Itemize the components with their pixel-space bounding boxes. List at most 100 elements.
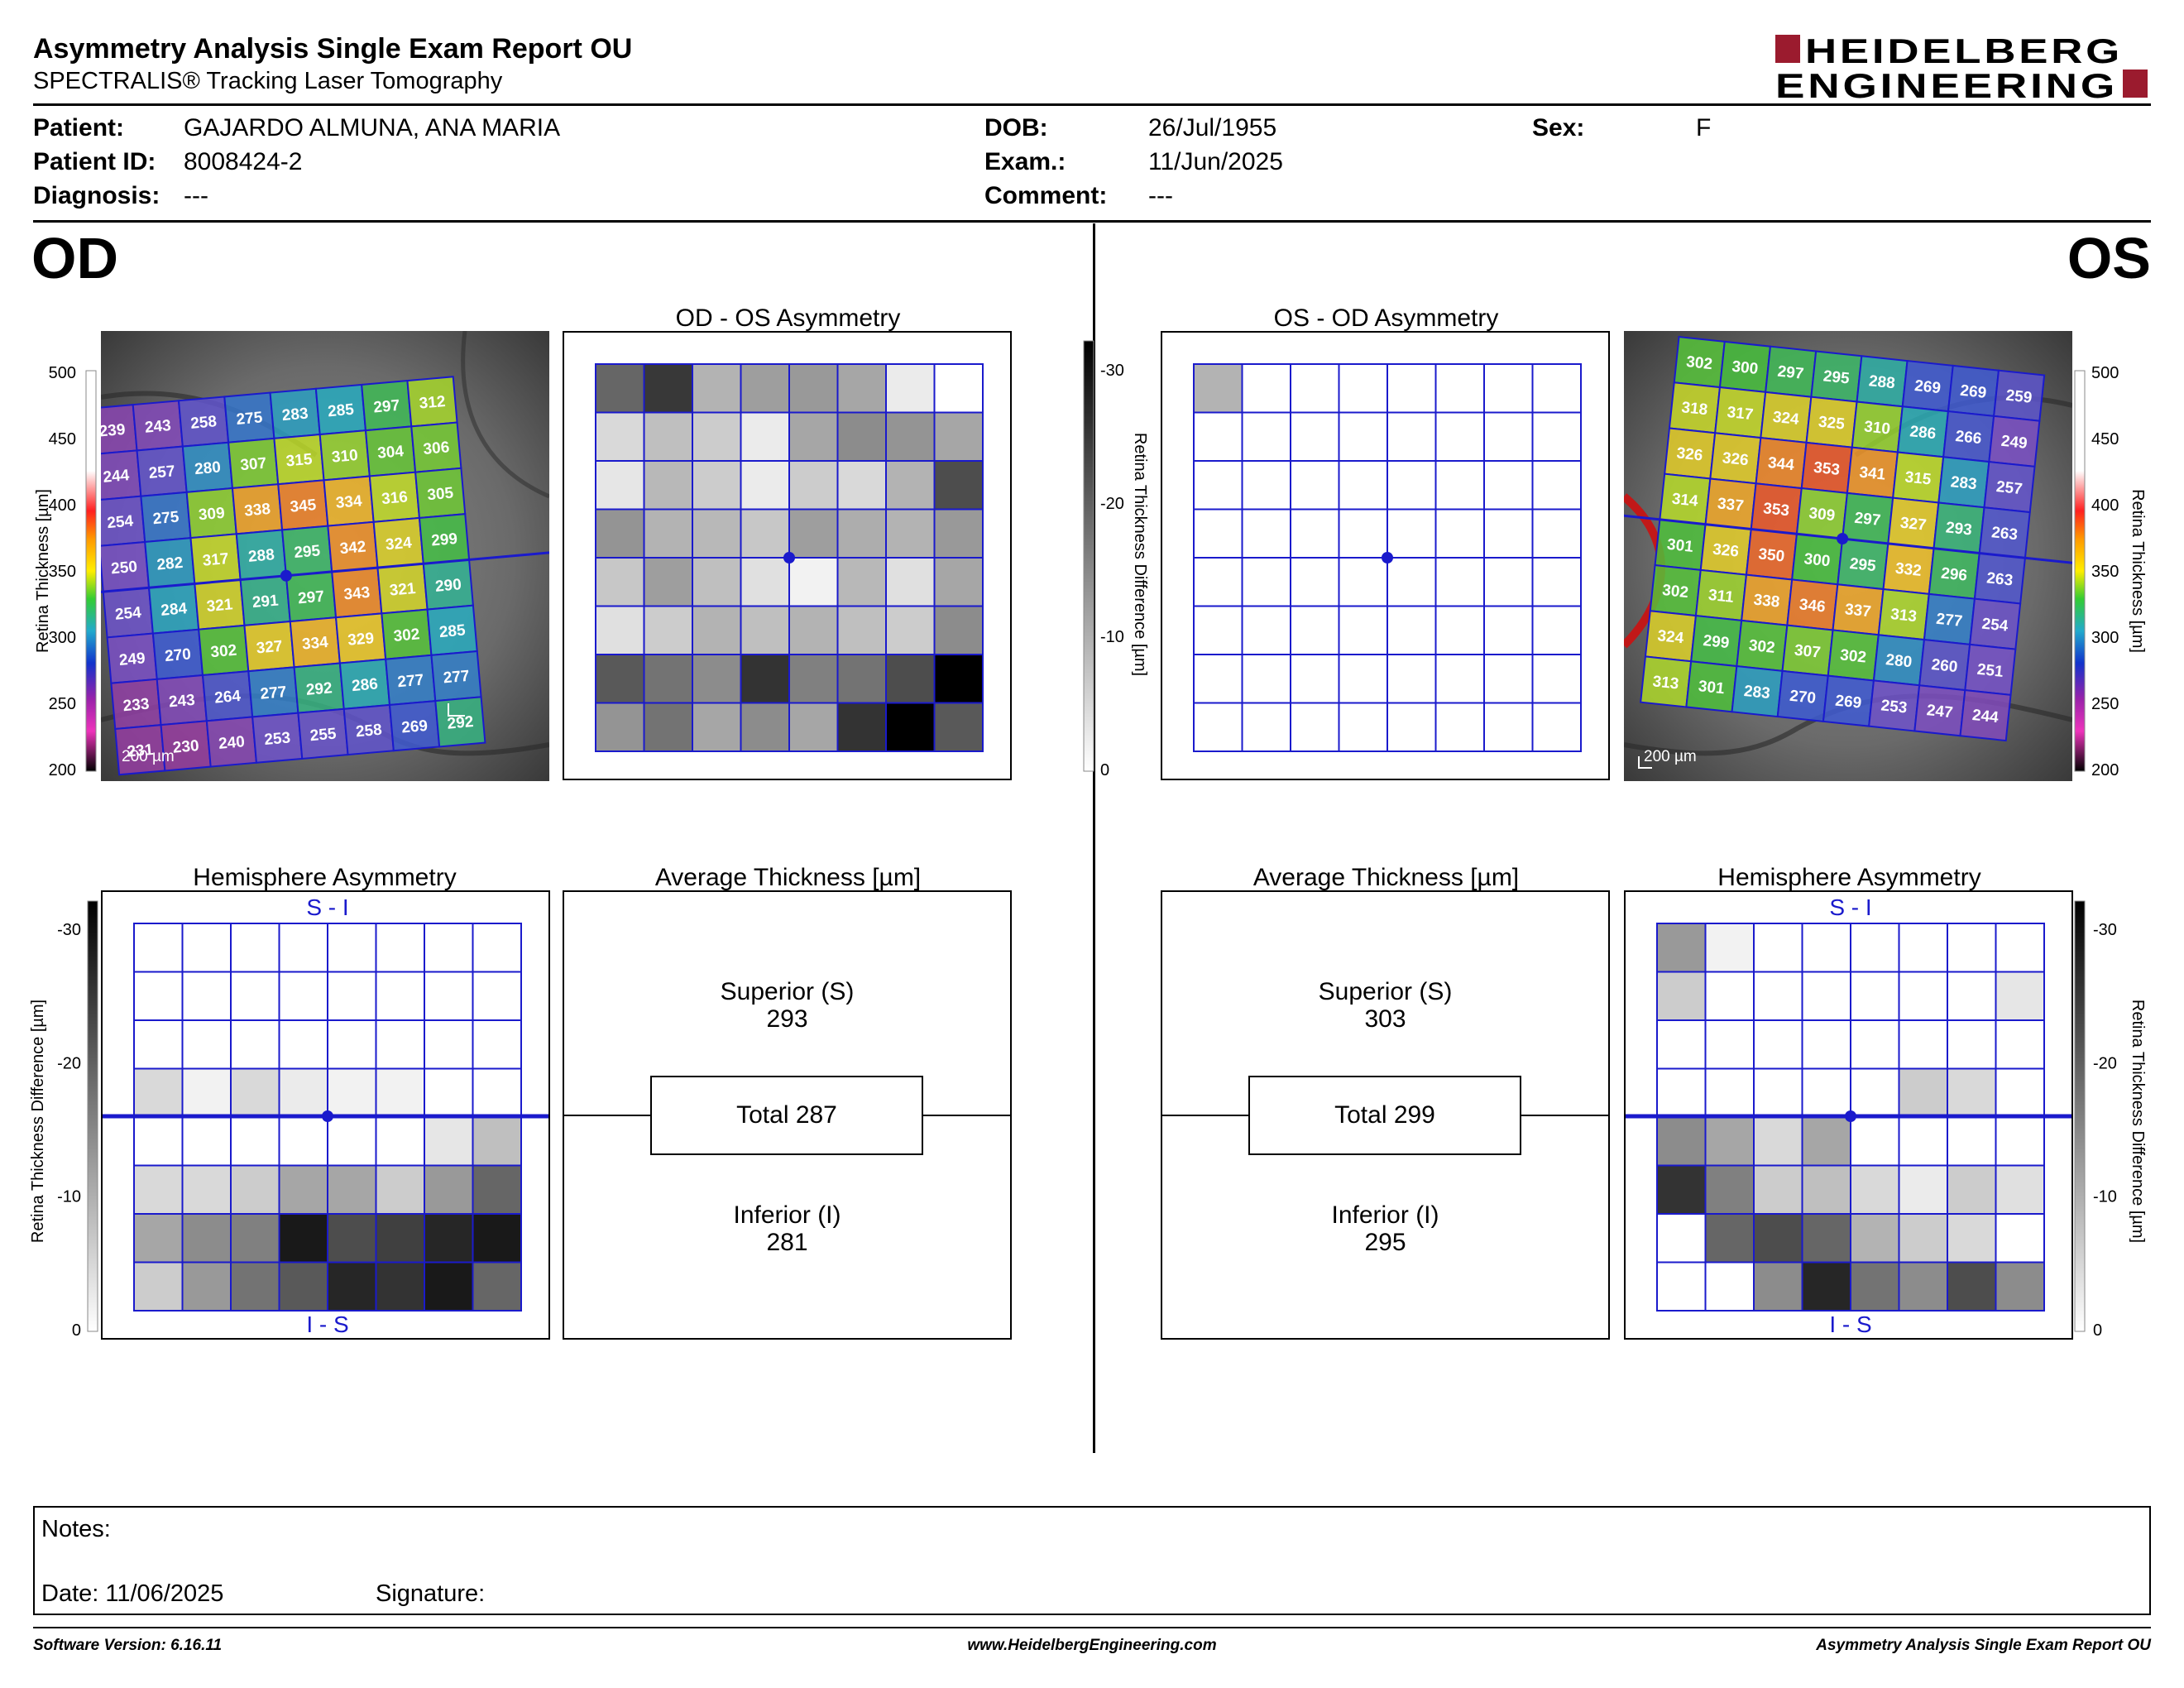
thickness-value: 332 bbox=[1894, 560, 1923, 580]
thickness-value: 270 bbox=[164, 645, 191, 665]
thickness-tick-label: 350 bbox=[2091, 563, 2119, 581]
asymmetry-cell bbox=[1483, 363, 1534, 414]
asymmetry-cell bbox=[1995, 923, 2045, 973]
asymmetry-cell bbox=[1434, 363, 1485, 414]
thickness-value: 285 bbox=[438, 621, 467, 641]
os-asym-panel bbox=[1161, 331, 1610, 780]
thickness-value: 270 bbox=[1789, 688, 1817, 707]
thickness-value: 353 bbox=[1762, 500, 1790, 520]
asymmetry-cell bbox=[595, 508, 645, 559]
asymmetry-cell bbox=[472, 1019, 522, 1070]
os-inferior-label: Inferior (I) bbox=[1331, 1201, 1439, 1229]
asymmetry-cell bbox=[278, 1164, 328, 1215]
header-divider bbox=[33, 103, 2151, 106]
asymmetry-cell bbox=[133, 1019, 184, 1070]
asymmetry-cell bbox=[692, 411, 742, 462]
notes-box[interactable]: Notes: Date: 11/06/2025 Signature: bbox=[33, 1506, 2151, 1615]
thickness-value: 327 bbox=[256, 638, 283, 658]
asymmetry-cell bbox=[692, 508, 742, 559]
thickness-value: 286 bbox=[351, 675, 378, 695]
asymmetry-cell bbox=[472, 923, 522, 973]
asymmetry-cell bbox=[740, 363, 790, 414]
thickness-tick-label: 250 bbox=[49, 695, 76, 713]
asymmetry-cell bbox=[1704, 1164, 1755, 1215]
thickness-value: 299 bbox=[430, 530, 457, 550]
os-superior-value: 303 bbox=[1364, 1005, 1406, 1033]
asymmetry-cell bbox=[278, 1116, 328, 1167]
thickness-value: 342 bbox=[339, 539, 366, 559]
asymmetry-cell bbox=[1801, 923, 1851, 973]
asymmetry-cell bbox=[327, 1019, 377, 1070]
thickness-value: 269 bbox=[400, 717, 428, 737]
asymmetry-cell bbox=[1850, 1164, 1900, 1215]
asymmetry-cell bbox=[1193, 411, 1243, 462]
asymmetry-cell bbox=[1947, 1261, 1997, 1312]
asymmetry-cell bbox=[1338, 605, 1388, 655]
thickness-value: 350 bbox=[1757, 545, 1785, 565]
thickness-value: 282 bbox=[156, 554, 184, 574]
exam-label: Exam.: bbox=[984, 148, 1066, 175]
asymmetry-cell bbox=[1947, 923, 1997, 973]
logo-line1: HEIDELBERG bbox=[1805, 31, 2123, 70]
footer-divider bbox=[33, 1627, 2151, 1628]
asymmetry-cell bbox=[1241, 411, 1291, 462]
asymmetry-cell bbox=[278, 1261, 328, 1312]
asymmetry-cell bbox=[327, 1261, 377, 1312]
od-hemi-panel: S - I I - S bbox=[101, 890, 550, 1340]
thickness-value: 254 bbox=[114, 604, 142, 624]
asymmetry-cell bbox=[1850, 1019, 1900, 1070]
asymmetry-cell bbox=[1704, 1213, 1755, 1264]
asymmetry-cell bbox=[133, 1213, 184, 1264]
thickness-value: 288 bbox=[247, 546, 275, 566]
asymmetry-cell bbox=[230, 1261, 280, 1312]
os-scale-label: 200 µm bbox=[1644, 748, 1697, 765]
thickness-value: 307 bbox=[240, 455, 267, 475]
asymmetry-cell bbox=[181, 923, 232, 973]
asymmetry-cell bbox=[133, 1164, 184, 1215]
thickness-value: 310 bbox=[331, 447, 358, 467]
thickness-value: 346 bbox=[1798, 596, 1827, 616]
thickness-value: 314 bbox=[1671, 491, 1699, 511]
thickness-value: 295 bbox=[1822, 367, 1851, 387]
date-label: Date: 11/06/2025 bbox=[41, 1580, 224, 1607]
center-divider bbox=[1093, 223, 1095, 1453]
asymmetry-cell bbox=[181, 971, 232, 1021]
asymmetry-cell bbox=[278, 923, 328, 973]
asymmetry-cell bbox=[1531, 460, 1582, 511]
thickness-value: 283 bbox=[1743, 683, 1771, 703]
thickness-tick-label: 450 bbox=[49, 430, 76, 448]
comment-value: --- bbox=[1148, 182, 1173, 209]
thickness-value: 231 bbox=[127, 741, 155, 761]
asymmetry-cell bbox=[424, 971, 474, 1021]
thickness-value: 334 bbox=[335, 492, 363, 512]
od-scale-label: 200 µm bbox=[122, 748, 175, 765]
asymmetry-cell bbox=[836, 508, 887, 559]
difference-tick-label: -30 bbox=[2093, 921, 2117, 939]
asymmetry-cell bbox=[424, 1116, 474, 1167]
thickness-tick-label: 400 bbox=[49, 496, 76, 515]
asymmetry-cell bbox=[1193, 702, 1243, 752]
asymmetry-cell bbox=[643, 460, 693, 511]
thickness-value: 312 bbox=[419, 393, 446, 413]
asymmetry-cell bbox=[1801, 1261, 1851, 1312]
difference-tick-label: 0 bbox=[2093, 1321, 2102, 1340]
asymmetry-cell bbox=[1434, 411, 1485, 462]
asymmetry-cell bbox=[595, 702, 645, 752]
asymmetry-cell bbox=[1241, 557, 1291, 607]
thickness-tick-label: 200 bbox=[49, 761, 76, 778]
thickness-value: 327 bbox=[1899, 515, 1928, 535]
asymmetry-cell bbox=[885, 605, 936, 655]
diagnosis-label: Diagnosis: bbox=[33, 182, 160, 209]
asymmetry-cell bbox=[181, 1213, 232, 1264]
asymmetry-cell bbox=[1531, 363, 1582, 414]
footer-website[interactable]: www.HeidelbergEngineering.com bbox=[967, 1637, 1217, 1654]
od-hemi-bottom-label: I - S bbox=[306, 1312, 348, 1337]
thickness-value: 326 bbox=[1722, 449, 1750, 469]
asymmetry-cell bbox=[1241, 654, 1291, 704]
os-inferior-value: 295 bbox=[1364, 1229, 1406, 1256]
thickness-value: 277 bbox=[1935, 611, 1963, 631]
asymmetry-cell bbox=[133, 1116, 184, 1167]
report-title: Asymmetry Analysis Single Exam Report OU bbox=[33, 33, 633, 65]
od-thickness-map: 239 243 258 275 283 285 297 312 244 257 280 307 315 3… bbox=[101, 331, 549, 781]
asymmetry-cell bbox=[595, 654, 645, 704]
